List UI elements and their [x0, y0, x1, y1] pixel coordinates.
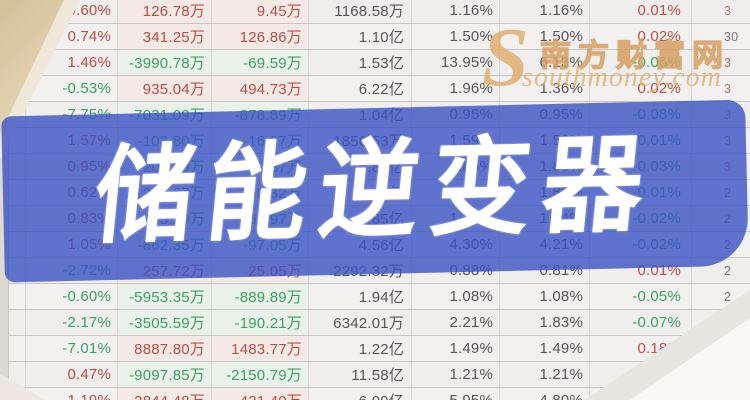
table-cell: 1.21%	[412, 362, 500, 387]
table-cell: 1.19%	[26, 388, 118, 400]
table-cell: 1483.77万	[212, 336, 309, 361]
table-cell: 1.49%	[412, 336, 500, 361]
table-cell: 6.13%	[500, 50, 590, 75]
table-cell: 6.22亿	[309, 76, 412, 101]
table-cell: 3	[724, 81, 732, 96]
table-cell: 4.80%	[500, 388, 590, 400]
table-row[interactable]: 0.74% 341.25万 126.86万 1.10亿 1.50% 1.50% 0.02% 3…	[8, 24, 750, 50]
table-cell: 126.78万	[118, 0, 212, 23]
page-title: 储能逆变器	[89, 125, 661, 257]
table-row[interactable]: -2.17% -3505.59万 -190.21万 6342.01万 2.21% 1.83…	[8, 310, 750, 336]
table-cell: -889.89万	[212, 284, 309, 309]
table-row[interactable]: 0.60% 126.78万 9.45万 1168.58万 1.16% 1.16% 0.01%…	[8, 0, 750, 24]
table-cell: 0.47%	[26, 362, 118, 387]
table-cell: -9097.85万	[118, 362, 212, 387]
table-cell: 13.95%	[412, 50, 500, 75]
table-cell: 2	[724, 289, 732, 304]
table-cell	[8, 362, 26, 387]
table-cell: 1.10亿	[309, 24, 412, 49]
table-cell: -0.60%	[26, 284, 118, 309]
table-row[interactable]: -0.60% -5953.35万 -889.89万 1.94亿 1.08% 1.08% -0…	[8, 284, 750, 310]
table-row[interactable]: -0.53% 935.04万 494.73万 6.22亿 1.96% 1.36% 0.02%…	[8, 76, 750, 102]
table-cell: 0.74%	[26, 24, 118, 49]
table-cell: 421.40万	[212, 388, 309, 400]
table-cell: 2.21%	[412, 310, 500, 335]
table-cell: 1.46%	[26, 50, 118, 75]
table-row[interactable]: 0.47%-9097.85万-2150.79万11.58亿1.21%1.21%-…	[8, 362, 750, 388]
table-cell: 1.94亿	[309, 284, 412, 309]
table-cell	[8, 336, 26, 361]
table-cell: 126.86万	[212, 24, 309, 49]
table-cell	[8, 284, 26, 309]
table-cell: 341.25万	[118, 24, 212, 49]
table-cell: 6342.01万	[309, 310, 412, 335]
table-cell: 935.04万	[118, 76, 212, 101]
table-cell	[8, 310, 26, 335]
table-cell: 11.58亿	[309, 362, 412, 387]
table-row[interactable]: -7.01% 8887.80万 1483.77万 1.22亿 1.49% 1.49% 0.1…	[8, 336, 750, 362]
table-cell: 3	[724, 3, 732, 18]
table-cell: 1.53亿	[309, 50, 412, 75]
table-cell: -0.05%	[590, 284, 692, 309]
table-cell: 0.60%	[26, 0, 118, 23]
table-cell: -0.06%	[590, 50, 692, 75]
table-cell: 8887.80万	[118, 336, 212, 361]
table-cell: -0.07%	[590, 310, 692, 335]
table-cell: -3505.59万	[118, 310, 212, 335]
table-cell: 1.08%	[412, 284, 500, 309]
table-cell: 0.02%	[590, 24, 692, 49]
table-cell: 9.45万	[212, 0, 309, 23]
table-cell: 1.96%	[412, 76, 500, 101]
table-cell: 1.50%	[500, 24, 590, 49]
table-cell: 5.95%	[412, 388, 500, 400]
table-cell: 0.01%	[590, 0, 692, 23]
table-cell: -7.01%	[26, 336, 118, 361]
table-cell: -69.59万	[212, 50, 309, 75]
table-cell: 1.21%	[500, 362, 590, 387]
table-row[interactable]: 1.46% -3990.78万 -69.59万 1.53亿 13.95% 6.13% -0.…	[8, 50, 750, 76]
table-cell: 1.16%	[500, 0, 590, 23]
table-cell: 3	[724, 55, 732, 70]
table-cell: 1.50%	[412, 24, 500, 49]
table-cell: 6.09亿	[309, 388, 412, 400]
table-cell: 494.73万	[212, 76, 309, 101]
table-cell: 1.16%	[412, 0, 500, 23]
table-cell: -2.17%	[26, 310, 118, 335]
table-cell: 1.08%	[500, 284, 590, 309]
table-cell: 2844.48万	[118, 388, 212, 400]
table-cell: 1.83%	[500, 310, 590, 335]
table-cell: -2150.79万	[212, 362, 309, 387]
table-cell: -5953.35万	[118, 284, 212, 309]
table-cell: -190.21万	[212, 310, 309, 335]
table-cell: -0.53%	[26, 76, 118, 101]
table-cell: 1.22亿	[309, 336, 412, 361]
table-cell: 2	[724, 263, 732, 278]
table-cell: 1.36%	[500, 76, 590, 101]
table-cell: 0.02%	[590, 76, 692, 101]
table-cell: 30	[724, 29, 739, 44]
title-banner: 储能逆变器	[1, 99, 749, 283]
table-cell: 1.49%	[500, 336, 590, 361]
table-cell: 1168.58万	[309, 0, 412, 23]
table-cell: -3990.78万	[118, 50, 212, 75]
